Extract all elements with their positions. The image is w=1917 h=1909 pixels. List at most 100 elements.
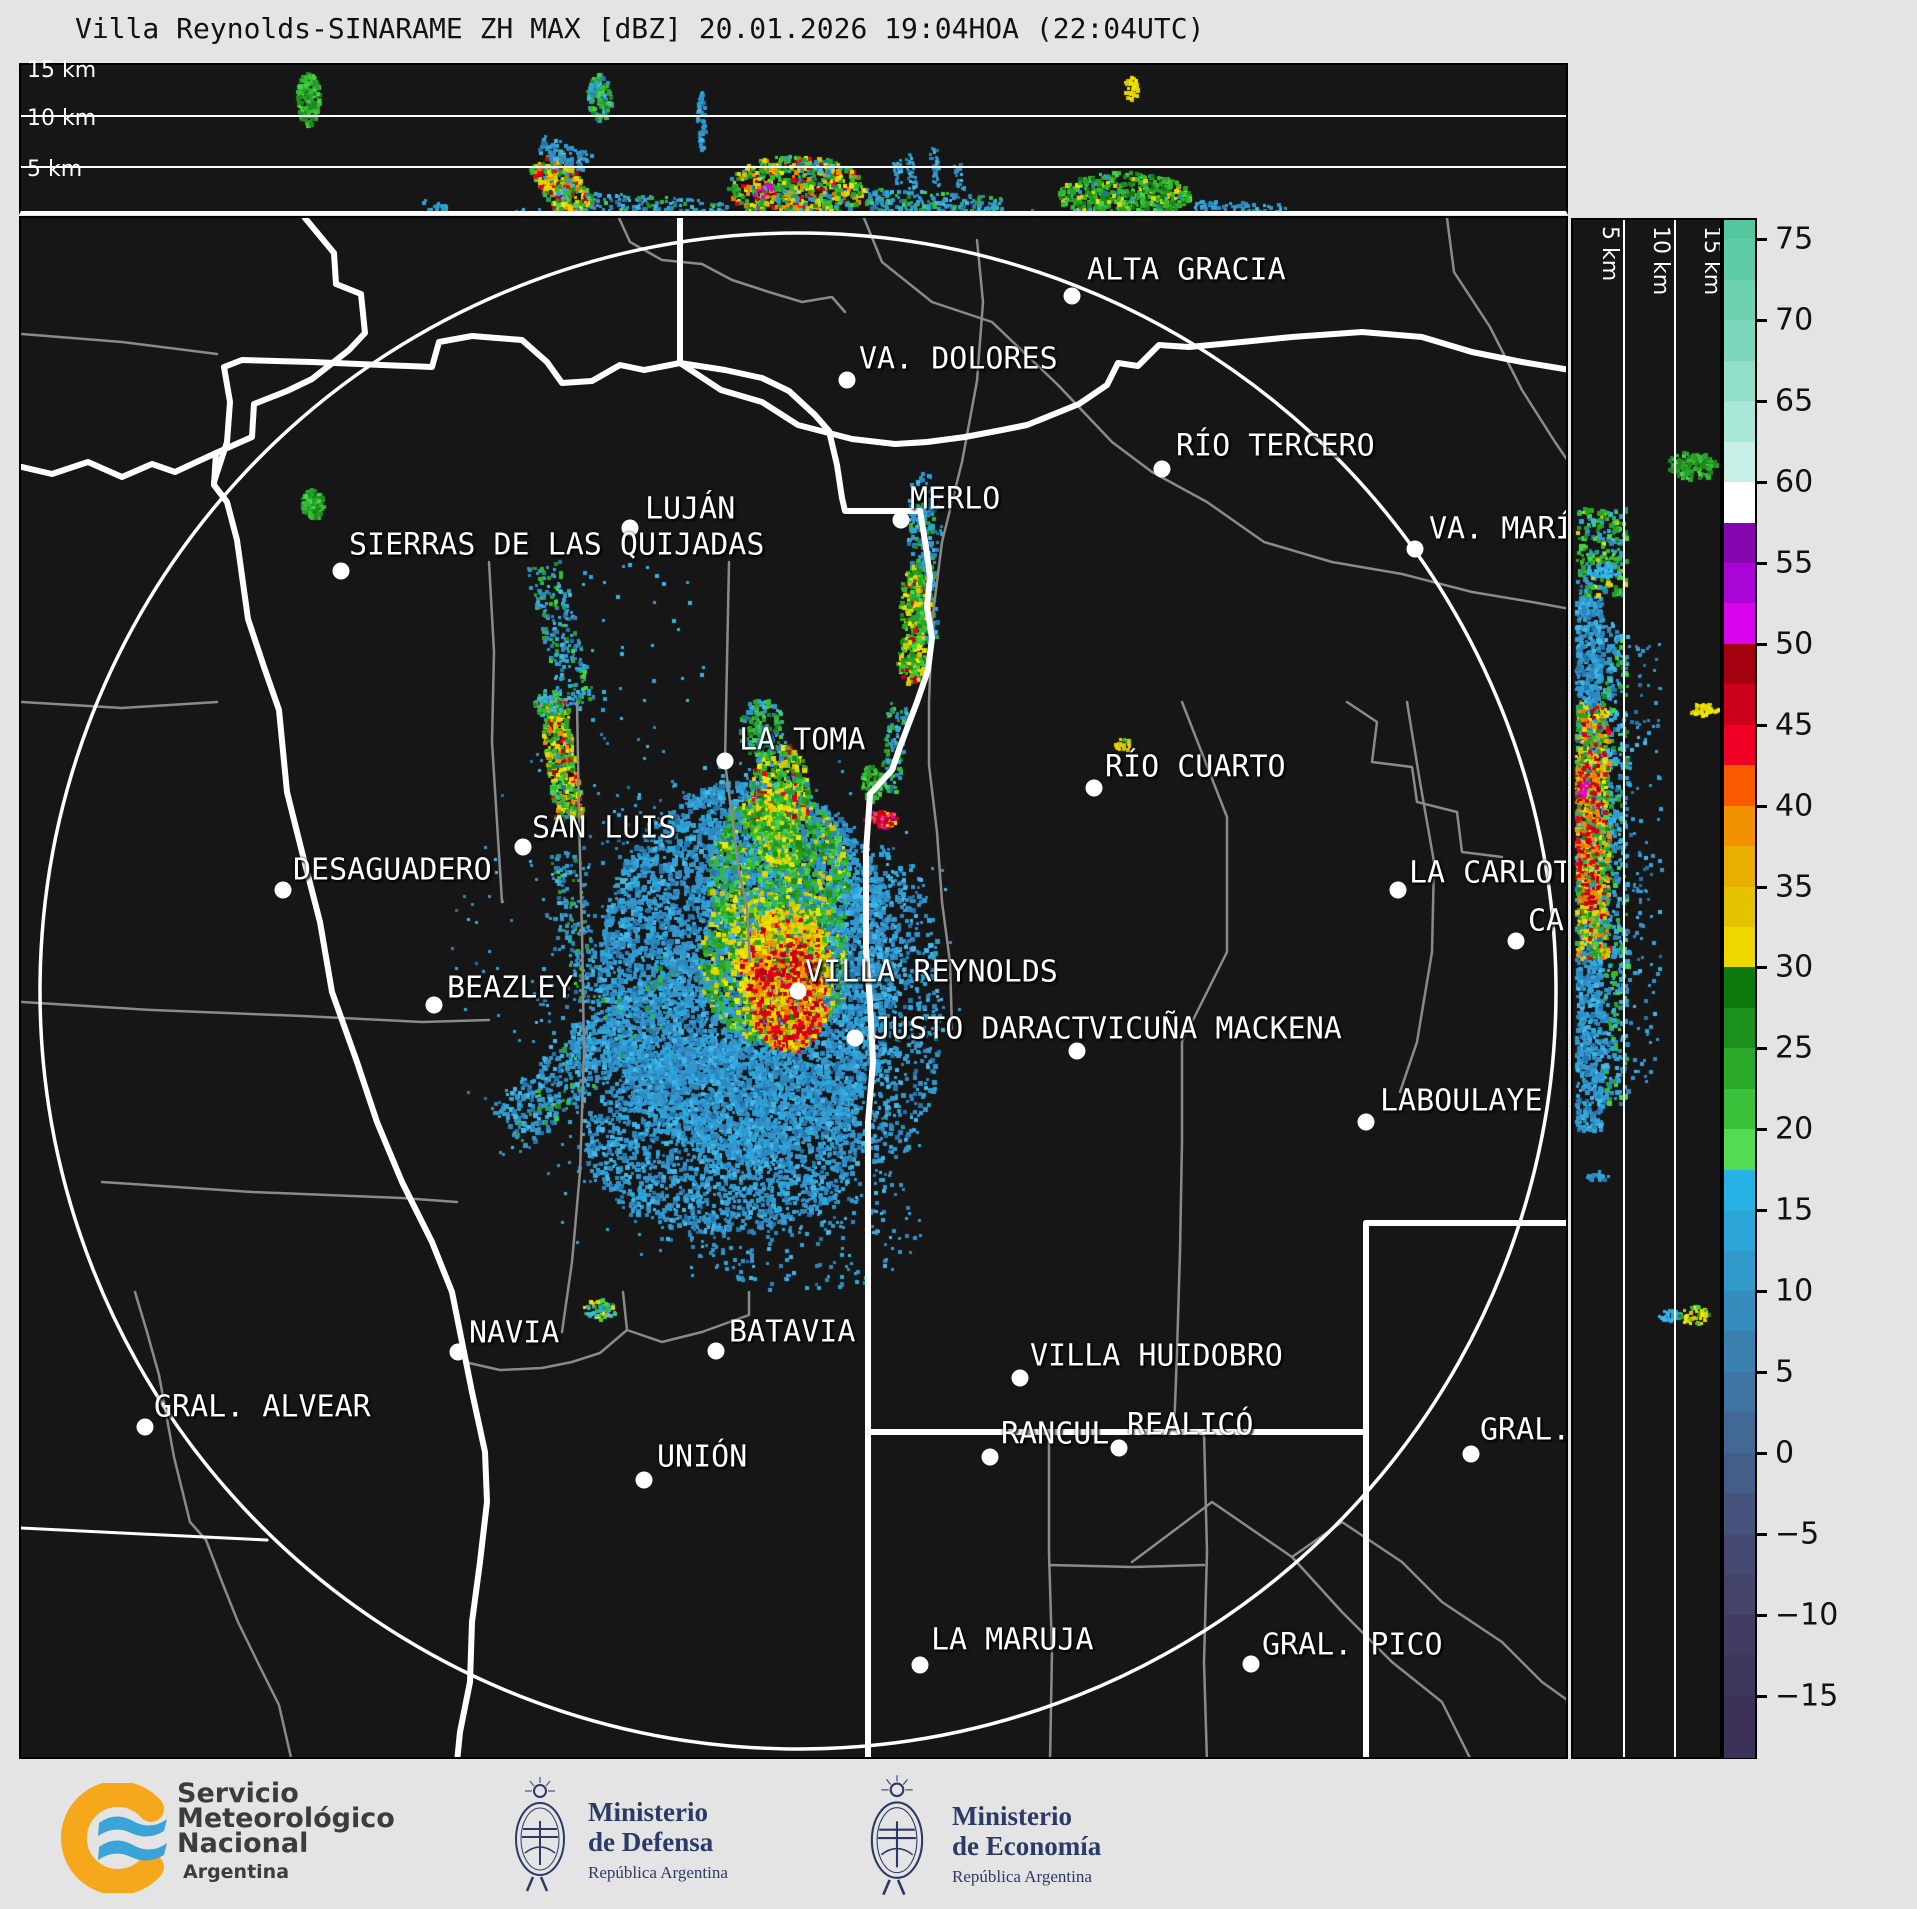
colorbar-band xyxy=(1724,220,1755,241)
footer-logo-bar: Servicio Meteorológico Nacional Argentin… xyxy=(0,1761,1917,1909)
colorbar-band xyxy=(1724,684,1755,726)
colorbar-band xyxy=(1724,1129,1755,1171)
colorbar-band xyxy=(1724,1169,1755,1212)
colorbar-band xyxy=(1724,603,1755,645)
department-border xyxy=(1290,1520,1566,1701)
city-label: LABOULAYE xyxy=(1380,1083,1543,1119)
city-label: JUSTO DARACT xyxy=(873,1011,1090,1047)
city-dot xyxy=(1462,1445,1480,1463)
colorbar-tick-label: −15 xyxy=(1775,1678,1839,1714)
city-label: REALICÓ xyxy=(1127,1407,1254,1443)
colorbar-tick xyxy=(1757,481,1767,485)
colorbar-band xyxy=(1724,1412,1755,1454)
city-label: MERLO xyxy=(910,481,1001,517)
city-dot xyxy=(1406,540,1424,558)
city-dot xyxy=(1357,1113,1375,1131)
colorbar-tick xyxy=(1757,804,1767,808)
city-label: VICUÑA MACKENA xyxy=(1089,1011,1342,1047)
city-label: CAN xyxy=(1528,903,1566,939)
colorbar-tick xyxy=(1757,1128,1767,1132)
city-dot xyxy=(716,752,734,770)
smn-logo-icon xyxy=(60,1783,167,1893)
colorbar-tick xyxy=(1757,885,1767,889)
city-dot xyxy=(911,1656,929,1674)
colorbar-band xyxy=(1724,1695,1755,1759)
city-label: GRAL. ALVEAR xyxy=(154,1389,371,1425)
department-border xyxy=(133,1290,293,1757)
height-label: 15 km xyxy=(1699,226,1722,296)
dbz-colorbar xyxy=(1722,218,1757,1759)
city-label: UNIÓN xyxy=(657,1439,748,1475)
city-dot xyxy=(1063,287,1081,305)
colorbar-tick xyxy=(1757,723,1767,727)
colorbar-tick-label: −10 xyxy=(1775,1597,1839,1633)
colorbar-band xyxy=(1724,320,1755,362)
colorbar-tick xyxy=(1757,400,1767,404)
city-label: VA. DOLORES xyxy=(859,341,1058,377)
economia-country: República Argentina xyxy=(952,1867,1092,1886)
colorbar-tick-label: −5 xyxy=(1775,1516,1820,1552)
colorbar-band xyxy=(1724,886,1755,929)
defensa-crest-icon xyxy=(515,1777,565,1892)
department-border xyxy=(1398,700,1436,1094)
defensa-name: Ministerio de Defensa xyxy=(588,1797,714,1857)
colorbar-band xyxy=(1724,562,1755,605)
colorbar-tick xyxy=(1757,561,1767,565)
city-dot xyxy=(1389,881,1407,899)
colorbar-band xyxy=(1724,1574,1755,1616)
city-label: LA TOMA xyxy=(739,722,866,758)
colorbar-band xyxy=(1724,1331,1755,1373)
colorbar-band xyxy=(1724,482,1755,524)
colorbar-band xyxy=(1724,1533,1755,1576)
city-label: RÍO TERCERO xyxy=(1176,428,1375,464)
city-dot xyxy=(1011,1369,1029,1387)
colorbar-band xyxy=(1724,846,1755,888)
colorbar-band xyxy=(1724,724,1755,767)
colorbar-tick xyxy=(1757,1451,1767,1455)
department-border xyxy=(21,1000,491,1024)
city-dot xyxy=(1068,1042,1086,1060)
colorbar-tick xyxy=(1757,1290,1767,1294)
colorbar-band xyxy=(1724,805,1755,848)
right-cross-section-panel: 5 km 10 km 15 km xyxy=(1571,218,1722,1759)
height-gridline xyxy=(1623,220,1625,1757)
colorbar-tick xyxy=(1757,1694,1767,1698)
city-label: ALTA GRACIA xyxy=(1087,252,1286,288)
colorbar-tick-label: 10 xyxy=(1775,1273,1814,1309)
city-label: BATAVIA xyxy=(729,1314,856,1350)
colorbar-band xyxy=(1724,401,1755,443)
city-dot xyxy=(635,1471,653,1489)
city-dot xyxy=(1242,1655,1260,1673)
height-gridline xyxy=(21,166,1566,168)
colorbar-tick-label: 65 xyxy=(1775,383,1814,419)
city-dot xyxy=(274,881,292,899)
colorbar-tick-label: 45 xyxy=(1775,707,1814,743)
colorbar-band xyxy=(1724,765,1755,807)
department-border xyxy=(487,560,504,904)
colorbar-tick xyxy=(1757,319,1767,323)
colorbar-band xyxy=(1724,1007,1755,1050)
colorbar-tick xyxy=(1757,238,1767,242)
city-label: RANCUL xyxy=(1001,1416,1110,1452)
city-dot xyxy=(1153,460,1171,478)
height-gridline xyxy=(1674,220,1676,1757)
colorbar-band xyxy=(1724,1452,1755,1495)
city-label: VA. MARÍA xyxy=(1429,511,1566,547)
page-title: Villa Reynolds-SINARAME ZH MAX [dBZ] 20.… xyxy=(75,12,1205,45)
map-panel: ALTA GRACIA VA. DOLORES RÍO TERCERO MERLO LU… xyxy=(19,216,1568,1759)
colorbar-tick-label: 0 xyxy=(1775,1435,1795,1471)
city-label: NAVIA xyxy=(469,1315,560,1351)
height-label: 15 km xyxy=(27,58,97,83)
height-label: 10 km xyxy=(1648,226,1673,296)
city-label: VILLA HUIDOBRO xyxy=(1030,1338,1283,1374)
city-dot xyxy=(621,519,639,537)
colorbar-band xyxy=(1724,643,1755,686)
defensa-country: República Argentina xyxy=(588,1863,728,1882)
department-border xyxy=(1202,1430,1209,1757)
city-label: VILLA REYNOLDS xyxy=(805,954,1058,990)
department-border xyxy=(1047,1430,1054,1757)
colorbar-tick xyxy=(1757,966,1767,970)
colorbar-tick-label: 60 xyxy=(1775,464,1814,500)
city-dot xyxy=(707,1342,725,1360)
city-label: SIERRAS DE LAS QUIJADAS xyxy=(349,527,765,563)
